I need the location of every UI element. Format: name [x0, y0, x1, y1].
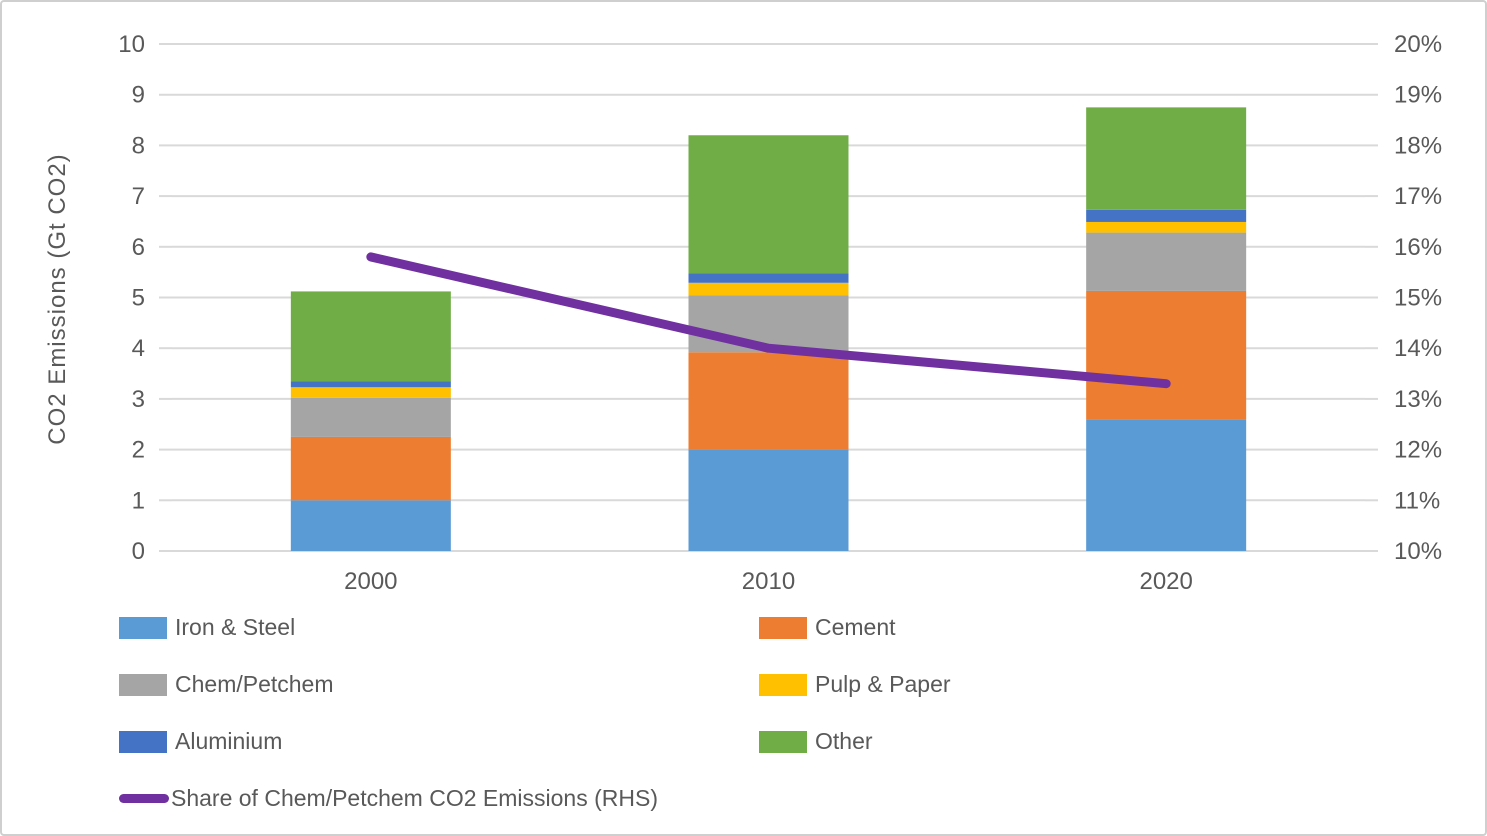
right-axis-tick-label: 15% — [1394, 285, 1442, 312]
legend-swatch-icon — [119, 616, 167, 639]
legend-label: Iron & Steel — [175, 614, 296, 640]
y-axis-title: CO2 Emissions (Gt CO2) — [44, 153, 71, 445]
left-axis-tick-label: 3 — [132, 386, 145, 413]
bar-segment-pulp-paper-2020 — [1086, 221, 1247, 233]
x-axis-label-2000: 2000 — [344, 568, 397, 595]
bar-segment-aluminium-2020 — [1086, 209, 1247, 222]
right-axis-tick-label: 13% — [1394, 386, 1442, 413]
legend-item-aluminium: Aluminium — [119, 728, 759, 755]
bar-segment-chem-petchem-2010 — [688, 295, 849, 353]
legend-label: Aluminium — [175, 728, 283, 754]
bar-segment-other-2020 — [1086, 107, 1247, 210]
bar-segment-chem-petchem-2020 — [1086, 232, 1247, 291]
left-axis-tick-label: 7 — [132, 183, 145, 210]
right-axis-tick-label: 17% — [1394, 183, 1442, 210]
legend-label: Pulp & Paper — [815, 671, 951, 697]
legend-item-other: Other — [759, 728, 1399, 755]
left-axis-tick-label: 1 — [132, 487, 145, 514]
bar-segment-pulp-paper-2010 — [688, 282, 849, 296]
right-axis-tick-label: 20% — [1394, 31, 1442, 58]
right-axis-tick-label: 10% — [1394, 538, 1442, 565]
legend-swatch-icon — [119, 730, 167, 753]
right-axis-tick-label: 18% — [1394, 132, 1442, 159]
bar-segment-aluminium-2010 — [688, 273, 849, 283]
legend-label: Chem/Petchem — [175, 671, 334, 697]
legend-item-chem-petchem: Chem/Petchem — [119, 671, 759, 698]
left-axis-tick-label: 2 — [132, 437, 145, 464]
bar-segment-other-2010 — [688, 135, 849, 274]
legend-swatch-icon — [759, 730, 807, 753]
left-axis-tick-label: 9 — [132, 82, 145, 109]
x-axis-label-2020: 2020 — [1139, 568, 1192, 595]
legend-item-cement: Cement — [759, 614, 1399, 641]
bar-segment-iron-steel-2000 — [290, 500, 451, 551]
x-axis-label-2010: 2010 — [742, 568, 795, 595]
left-axis-tick-label: 4 — [132, 335, 145, 362]
bar-segment-aluminium-2000 — [290, 381, 451, 388]
left-axis-tick-label: 6 — [132, 234, 145, 261]
legend-swatch-icon — [119, 673, 167, 696]
legend-item-pulp-paper: Pulp & Paper — [759, 671, 1399, 698]
legend-label: Cement — [815, 614, 896, 640]
legend-swatch-icon — [759, 673, 807, 696]
share-line — [366, 252, 1171, 389]
right-axis-tick-label: 19% — [1394, 82, 1442, 109]
bar-segment-pulp-paper-2000 — [290, 387, 451, 398]
legend-item-iron-steel: Iron & Steel — [119, 614, 759, 641]
left-axis-tick-label: 0 — [132, 538, 145, 565]
legend-swatch-icon — [759, 616, 807, 639]
left-axis-tick-label: 8 — [132, 132, 145, 159]
legend-line-swatch-icon — [119, 794, 169, 803]
legend-item-share-line: Share of Chem/Petchem CO2 Emissions (RHS… — [119, 785, 1399, 812]
chart-legend: Iron & Steel Cement Chem/Petchem Pulp & Pap… — [119, 599, 1399, 827]
bar-segment-chem-petchem-2000 — [290, 397, 451, 437]
right-axis-tick-label: 11% — [1394, 487, 1440, 514]
bar-segment-cement-2010 — [688, 352, 849, 450]
bar-segment-other-2000 — [290, 291, 451, 382]
legend-label: Share of Chem/Petchem CO2 Emissions (RHS… — [171, 785, 658, 811]
legend-label: Other — [815, 728, 873, 754]
right-axis-tick-label: 14% — [1394, 335, 1442, 362]
bar-segment-iron-steel-2010 — [688, 449, 849, 551]
right-axis-tick-label: 12% — [1394, 437, 1442, 464]
bar-segment-iron-steel-2020 — [1086, 419, 1247, 551]
bar-segment-cement-2020 — [1086, 290, 1247, 420]
right-axis-tick-label: 16% — [1394, 234, 1442, 261]
left-axis-tick-label: 5 — [132, 285, 145, 312]
left-axis-tick-label: 10 — [118, 31, 145, 58]
bar-segment-cement-2000 — [290, 436, 451, 501]
